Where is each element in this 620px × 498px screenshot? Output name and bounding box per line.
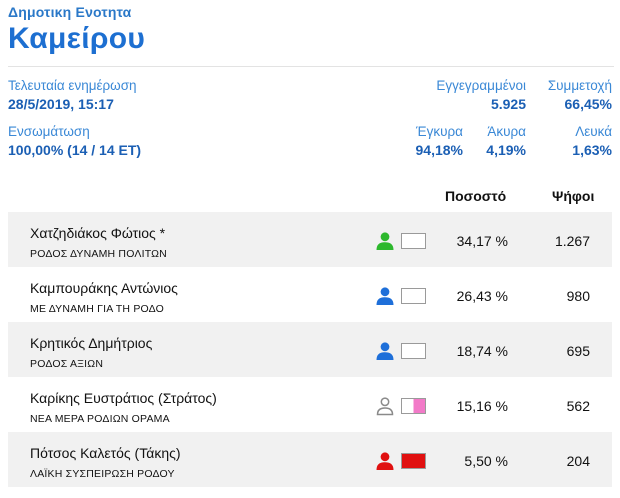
vote-count: 695: [566, 343, 590, 359]
turnout-label: Συμμετοχή: [547, 78, 612, 93]
vote-percent: 18,74 %: [456, 343, 508, 359]
results-table: Χατζηδιάκος Φώτιος * ΡΟΔΟΣ ΔΥΝΑΜΗ ΠΟΛΙΤΩ…: [8, 212, 612, 487]
integration-label: Ενσωμάτωση: [8, 124, 90, 139]
integration-stat: Ενσωμάτωση 100,00% (14 / 14 ΕΤ): [8, 124, 141, 158]
table-row[interactable]: Χατζηδιάκος Φώτιος * ΡΟΔΟΣ ΔΥΝΑΜΗ ΠΟΛΙΤΩ…: [8, 212, 612, 267]
vote-percent: 5,50 %: [464, 453, 508, 469]
candidate-name: Πότσος Καλετός (Τάκης): [30, 445, 181, 461]
registered-label: Εγγεγραμμένοι: [436, 78, 526, 93]
vote-percent: 15,16 %: [456, 398, 508, 414]
person-icon: [376, 342, 394, 360]
table-row[interactable]: Πότσος Καλετός (Τάκης) ΛΑΪΚΗ ΣΥΣΠΕΙΡΩΣΗ …: [8, 432, 612, 487]
valid-stat: Έγκυρα 94,18%: [416, 124, 463, 158]
candidate-name: Χατζηδιάκος Φώτιος *: [30, 225, 166, 241]
party-name: ΡΟΔΟΣ ΔΥΝΑΜΗ ΠΟΛΙΤΩΝ: [30, 248, 167, 260]
table-row[interactable]: Καρίκης Ευστράτιος (Στράτος) ΝΕΑ ΜΕΡΑ ΡΟ…: [8, 377, 612, 432]
last-update-value: 28/5/2019, 15:17: [8, 96, 114, 112]
invalid-value: 4,19%: [486, 142, 526, 158]
table-row[interactable]: Κρητικός Δημήτριος ΡΟΔΟΣ ΑΞΙΩΝ 18,74 % 6…: [8, 322, 612, 377]
column-header-votes: Ψήφοι: [552, 188, 595, 204]
blank-value: 1,63%: [572, 142, 612, 158]
valid-value: 94,18%: [415, 142, 463, 158]
party-color-swatch: [401, 288, 426, 304]
candidate-name: Καρίκης Ευστράτιος (Στράτος): [30, 390, 217, 406]
candidate-name: Κρητικός Δημήτριος: [30, 335, 153, 351]
party-color-swatch: [401, 233, 426, 249]
vote-percent: 34,17 %: [456, 233, 508, 249]
vote-count: 980: [566, 288, 590, 304]
registered-value: 5.925: [490, 96, 526, 112]
turnout-stat: Συμμετοχή 66,45%: [548, 78, 612, 112]
person-icon: [376, 287, 394, 305]
party-name: ΡΟΔΟΣ ΑΞΙΩΝ: [30, 358, 104, 370]
party-color-swatch: [401, 398, 426, 414]
person-icon: [376, 397, 394, 416]
invalid-label: Άκυρα: [487, 124, 526, 139]
blank-label: Λευκά: [575, 124, 612, 139]
person-icon: [376, 232, 394, 250]
column-header-percent: Ποσοστό: [445, 188, 507, 204]
vote-count: 1.267: [554, 233, 590, 249]
header: Δημοτικη Ενοτητα Καμείρου: [8, 4, 145, 56]
last-update-label: Τελευταία ενημέρωση: [8, 78, 137, 93]
person-icon: [376, 452, 394, 470]
header-divider: [8, 66, 614, 67]
vote-percent: 26,43 %: [456, 288, 508, 304]
blank-stat: Λευκά 1,63%: [572, 124, 612, 158]
party-name: ΜΕ ΔΥΝΑΜΗ ΓΙΑ ΤΗ ΡΟΔΟ: [30, 303, 165, 315]
invalid-stat: Άκυρα 4,19%: [486, 124, 526, 158]
turnout-value: 66,45%: [564, 96, 612, 112]
valid-label: Έγκυρα: [416, 124, 463, 139]
vote-count: 562: [566, 398, 590, 414]
party-name: ΛΑΪΚΗ ΣΥΣΠΕΙΡΩΣΗ ΡΟΔΟΥ: [30, 468, 175, 480]
integration-value: 100,00% (14 / 14 ΕΤ): [8, 142, 142, 158]
party-color-swatch: [401, 453, 426, 469]
registered-stat: Εγγεγραμμένοι 5.925: [436, 78, 526, 112]
vote-count: 204: [566, 453, 590, 469]
unit-type-label: Δημοτικη Ενοτητα: [8, 4, 132, 20]
last-update-stat: Τελευταία ενημέρωση 28/5/2019, 15:17: [8, 78, 137, 112]
party-color-swatch: [401, 343, 426, 359]
table-row[interactable]: Καμπουράκης Αντώνιος ΜΕ ΔΥΝΑΜΗ ΓΙΑ ΤΗ ΡΟ…: [8, 267, 612, 322]
party-name: ΝΕΑ ΜΕΡΑ ΡΟΔΙΩΝ ΟΡΑΜΑ: [30, 413, 170, 425]
unit-name-title: Καμείρου: [8, 22, 146, 55]
candidate-name: Καμπουράκης Αντώνιος: [30, 280, 178, 296]
